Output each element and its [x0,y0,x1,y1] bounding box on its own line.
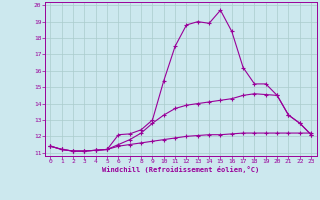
X-axis label: Windchill (Refroidissement éolien,°C): Windchill (Refroidissement éolien,°C) [102,166,260,173]
